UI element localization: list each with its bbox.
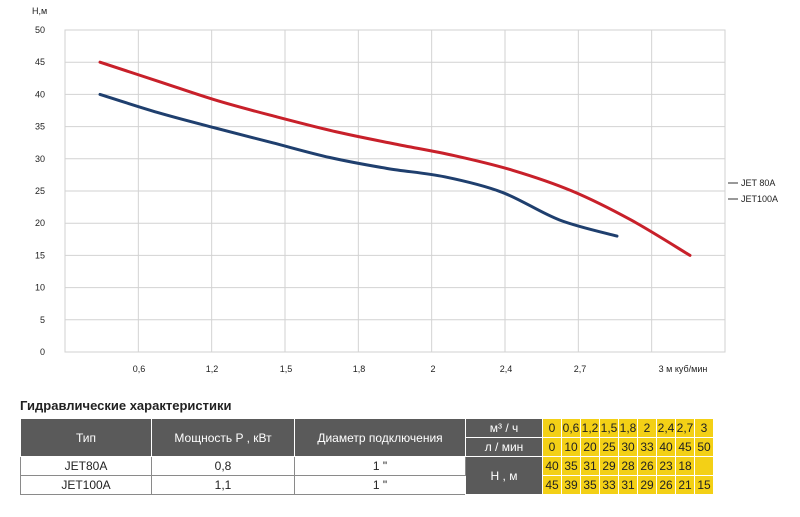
header-type: Тип [20, 418, 152, 457]
flow-lmin-cell: 30 [618, 437, 638, 457]
head-cell: 31 [580, 456, 600, 476]
flow-lmin-cell: 20 [580, 437, 600, 457]
x-tick-label: 1,8 [353, 364, 366, 374]
row-diameter: 1 " [294, 456, 466, 476]
y-tick-label: 45 [35, 57, 45, 67]
header-diameter: Диаметр подключения [294, 418, 466, 457]
y-axis-ticks: 0 5 10 15 20 25 30 35 40 45 50 [35, 25, 45, 357]
x-tick-label: 3 м куб/мин [659, 364, 708, 374]
head-cell: 26 [656, 475, 676, 495]
pump-curve-chart: 0 5 10 15 20 25 30 35 40 45 50 0,6 1,2 1,5 1,8 2 2,4 2,7… [32, 6, 778, 374]
x-tick-label: 1,5 [280, 364, 293, 374]
flow-lmin-cell: 50 [694, 437, 714, 457]
table-row: JET80A 0,8 1 " Н , м 40 35 31 29 28 26 2… [20, 456, 714, 495]
head-cell: 29 [637, 475, 657, 495]
head-cell: 35 [561, 456, 581, 476]
row-power: 1,1 [151, 475, 295, 495]
header-power: Мощность P , кВт [151, 418, 295, 457]
header-flow-lmin: л / мин [465, 437, 543, 457]
flow-lmin-cell: 33 [637, 437, 657, 457]
flow-lmin-cell: 0 [542, 437, 562, 457]
hydraulic-table: Тип Мощность P , кВт Диаметр подключения… [20, 418, 714, 495]
head-cell: 40 [542, 456, 562, 476]
y-tick-label: 40 [35, 89, 45, 99]
x-tick-label: 2 [430, 364, 435, 374]
legend-label: JET100A [741, 194, 778, 204]
head-cell: 35 [580, 475, 600, 495]
flow-lmin-cell: 40 [656, 437, 676, 457]
flow-lmin-cell: 10 [561, 437, 581, 457]
head-cell [694, 456, 714, 476]
head-cell: 31 [618, 475, 638, 495]
table-row: JET100A 1,1 1 " 45 39 35 33 31 29 26 21 … [20, 475, 714, 495]
flow-m3-cell: 2 [637, 418, 657, 438]
row-diameter: 1 " [294, 475, 466, 495]
series-lines [98, 60, 692, 257]
x-tick-label: 1,2 [206, 364, 219, 374]
y-tick-label: 50 [35, 25, 45, 35]
y-tick-label: 20 [35, 218, 45, 228]
row-type: JET80A [20, 456, 152, 476]
flow-m3-cell: 0 [542, 418, 562, 438]
row-power: 0,8 [151, 456, 295, 476]
y-tick-label: 35 [35, 122, 45, 132]
series-line [98, 60, 692, 257]
x-tick-label: 2,7 [574, 364, 587, 374]
x-tick-label: 2,4 [500, 364, 513, 374]
flow-m3-cell: 0,6 [561, 418, 581, 438]
head-cell: 45 [542, 475, 562, 495]
y-tick-label: 30 [35, 154, 45, 164]
head-cell: 21 [675, 475, 695, 495]
head-cell: 29 [599, 456, 619, 476]
flow-lmin-cell: 25 [599, 437, 619, 457]
legend: JET 80A JET100A [728, 178, 778, 204]
y-tick-label: 15 [35, 250, 45, 260]
table-title: Гидравлические характеристики [20, 398, 232, 413]
x-axis-ticks: 0,6 1,2 1,5 1,8 2 2,4 2,7 3 м куб/мин [133, 364, 708, 374]
head-cell: 28 [618, 456, 638, 476]
table-row: Тип Мощность P , кВт Диаметр подключения… [20, 418, 714, 457]
flow-m3-cell: 1,5 [599, 418, 619, 438]
flow-m3-cell: 2,4 [656, 418, 676, 438]
head-cell: 18 [675, 456, 695, 476]
head-cell: 26 [637, 456, 657, 476]
head-cell: 33 [599, 475, 619, 495]
flow-lmin-cell: 45 [675, 437, 695, 457]
y-tick-label: 10 [35, 283, 45, 293]
flow-m3-cell: 2,7 [675, 418, 695, 438]
header-head: Н , м [465, 456, 543, 495]
y-axis-label: H,м [32, 6, 47, 16]
y-tick-label: 0 [40, 347, 45, 357]
legend-label: JET 80A [741, 178, 775, 188]
head-cell: 15 [694, 475, 714, 495]
series-line [98, 92, 619, 238]
y-tick-label: 5 [40, 315, 45, 325]
grid-lines [64, 29, 726, 353]
head-cell: 39 [561, 475, 581, 495]
header-flow-m3: м³ / ч [465, 418, 543, 438]
flow-m3-cell: 1,8 [618, 418, 638, 438]
y-tick-label: 25 [35, 186, 45, 196]
head-cell: 23 [656, 456, 676, 476]
flow-m3-cell: 1,2 [580, 418, 600, 438]
x-tick-label: 0,6 [133, 364, 146, 374]
flow-m3-cell: 3 [694, 418, 714, 438]
row-type: JET100A [20, 475, 152, 495]
table-row: л / мин 0 10 20 25 30 33 40 45 50 [21, 437, 714, 457]
